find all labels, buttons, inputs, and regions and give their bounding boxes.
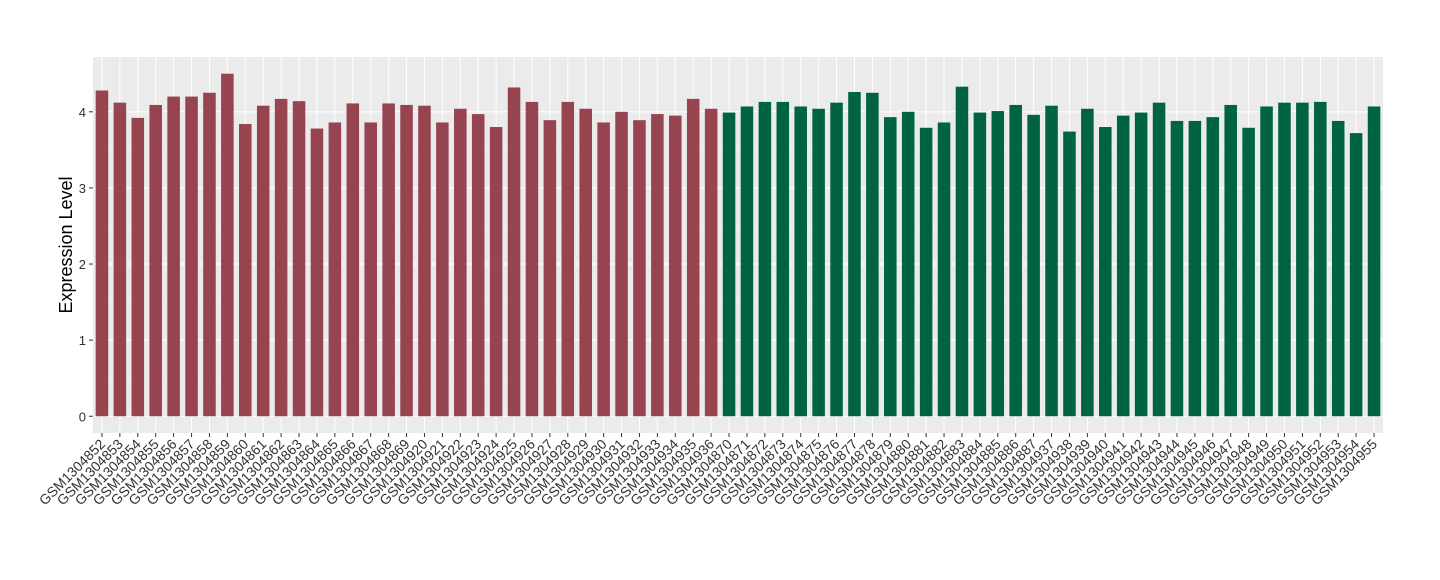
bar <box>597 122 610 417</box>
bar <box>203 92 216 417</box>
bar <box>507 87 521 417</box>
bar <box>1134 112 1148 417</box>
bar <box>489 127 503 417</box>
bar <box>758 101 772 417</box>
bar <box>292 101 306 417</box>
bar <box>1367 106 1381 417</box>
bar <box>543 120 557 417</box>
bar <box>346 103 360 417</box>
bar <box>382 103 395 417</box>
bar <box>471 114 485 417</box>
bar <box>1152 102 1166 417</box>
bar <box>1009 104 1022 417</box>
bar <box>812 108 825 417</box>
y-tick-label: 0 <box>79 409 86 424</box>
bar <box>1224 104 1237 417</box>
bar <box>740 106 754 417</box>
bar <box>651 114 664 417</box>
bar <box>686 98 700 417</box>
bar <box>113 102 127 417</box>
bar <box>1063 131 1076 417</box>
bar <box>830 102 843 417</box>
bar <box>901 111 915 417</box>
bar <box>991 111 1005 417</box>
bar <box>722 112 736 417</box>
bar <box>669 115 682 417</box>
bar <box>884 117 897 417</box>
bar <box>167 96 180 417</box>
bar <box>400 104 413 417</box>
bar <box>955 86 969 417</box>
bar <box>149 104 162 417</box>
panel <box>93 57 1383 433</box>
bar <box>1296 102 1309 417</box>
bar <box>525 101 539 417</box>
bar <box>704 108 718 417</box>
bar <box>364 122 377 417</box>
y-tick-label: 3 <box>79 181 86 196</box>
bar <box>1081 108 1094 417</box>
bar <box>848 92 861 417</box>
bar <box>937 122 951 417</box>
y-tick-label: 2 <box>79 257 86 272</box>
bar <box>1099 127 1112 417</box>
bar <box>95 90 109 417</box>
bar <box>1027 114 1040 417</box>
bar <box>633 120 646 417</box>
bar <box>776 101 790 417</box>
bar <box>1206 117 1220 417</box>
bar <box>185 96 198 417</box>
bar <box>436 122 449 417</box>
bar <box>239 123 252 417</box>
bar <box>973 112 987 417</box>
y-tick-label: 4 <box>79 105 86 120</box>
bar <box>1331 120 1345 417</box>
bar <box>328 122 342 417</box>
bar <box>919 127 933 417</box>
bar <box>454 108 467 417</box>
bar <box>1045 105 1058 417</box>
bar <box>561 101 575 417</box>
bar <box>1278 102 1291 417</box>
bar <box>866 92 879 417</box>
bar <box>131 117 145 417</box>
bar <box>1260 106 1273 417</box>
bar <box>310 128 324 417</box>
bar <box>274 98 288 417</box>
bar <box>256 105 270 417</box>
bar <box>579 108 592 417</box>
bar <box>1349 133 1363 417</box>
bar <box>1242 127 1255 417</box>
bar <box>418 105 431 417</box>
bar <box>1116 115 1130 417</box>
bar <box>221 73 234 417</box>
bar <box>615 111 628 417</box>
bar <box>1314 101 1327 417</box>
bar <box>1188 120 1202 417</box>
bar <box>1170 120 1184 417</box>
y-axis-title: Expression Level <box>56 176 76 313</box>
y-tick-label: 1 <box>79 333 86 348</box>
bar <box>794 106 807 417</box>
